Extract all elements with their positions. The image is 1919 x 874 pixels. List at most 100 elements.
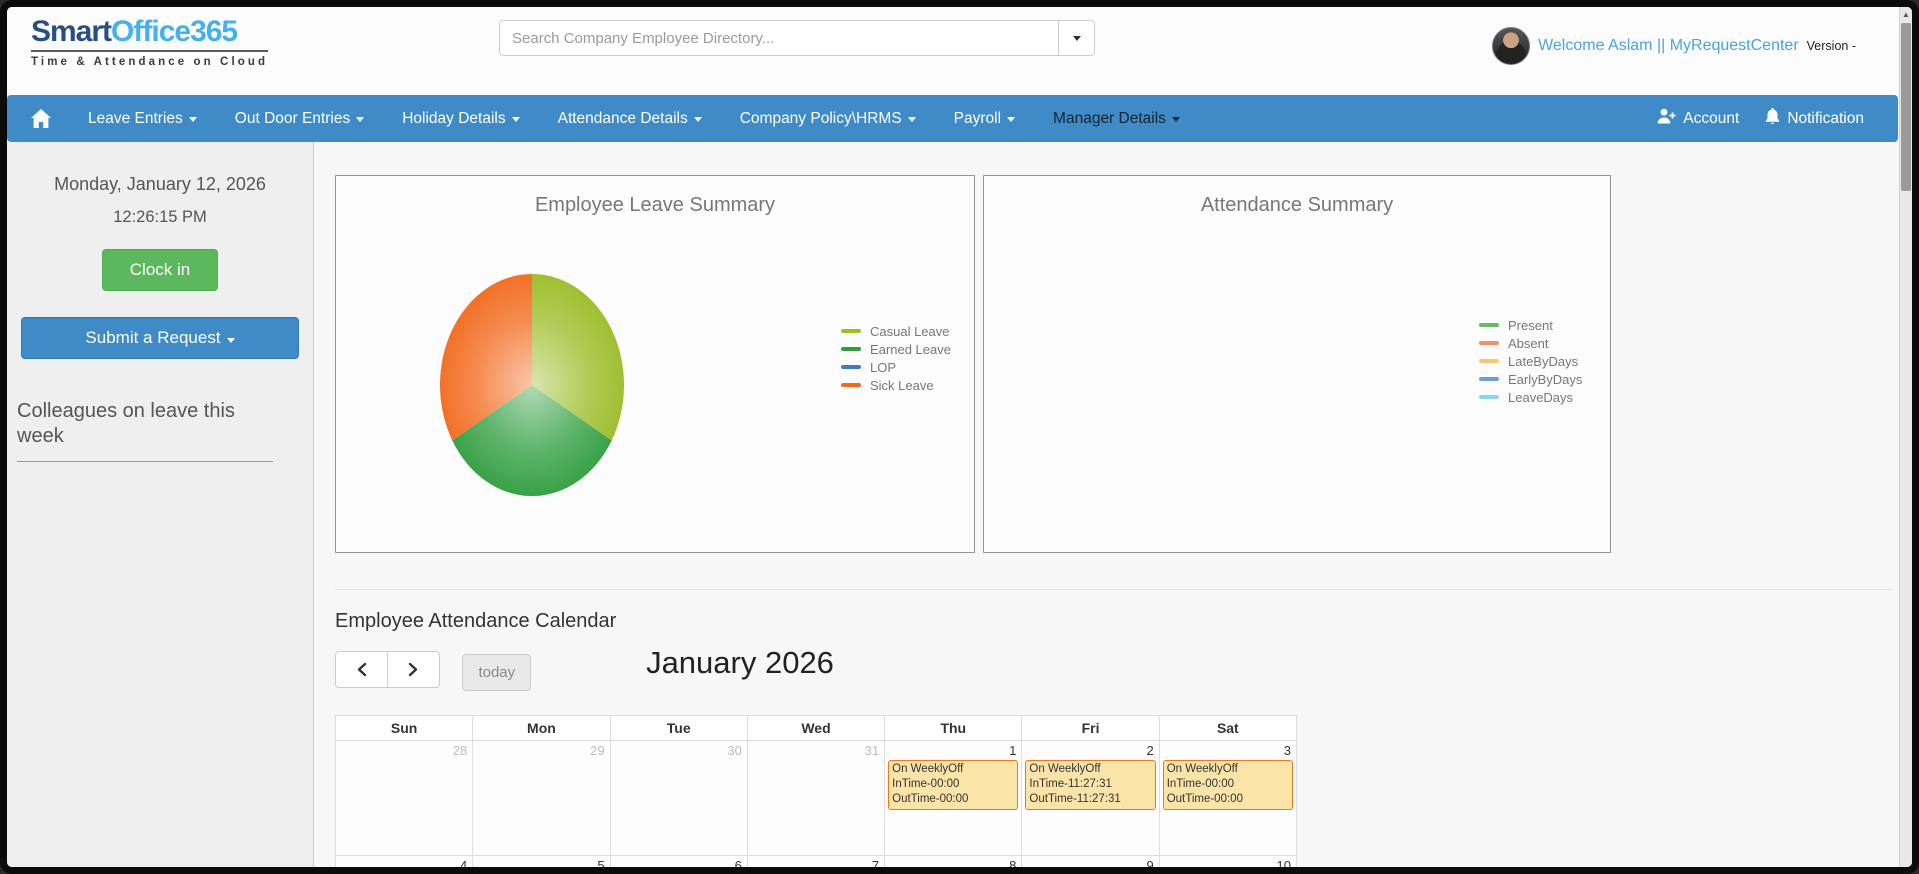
calendar-week-row: 4 5 6 7 8 9 10 [334,855,1298,873]
day-number: 5 [597,858,605,873]
nav-item-label: Attendance Details [557,109,688,127]
day-cell-4[interactable]: 4 [334,855,474,873]
nav-item-out-door-entries[interactable]: Out Door Entries [216,95,383,142]
legend-item-earlybydays[interactable]: EarlyByDays [1479,370,1582,388]
legend-swatch [1479,395,1499,399]
nav-item-label: Holiday Details [402,109,506,127]
event-line: OutTime-00:00 [892,792,969,805]
nav-item-manager-details[interactable]: Manager Details [1034,95,1199,142]
day-number: 29 [590,743,605,758]
caret-down-icon [226,338,235,343]
section-divider [335,589,1892,590]
event-line: OutTime-11:27:31 [1029,792,1121,805]
day-number: 28 [452,743,468,758]
day-number: 4 [460,858,468,873]
scrollbar-thumb[interactable] [1901,23,1911,191]
submit-request-label: Submit a Request [85,328,221,347]
attendance-event[interactable]: On WeeklyOff InTime-11:27:31 OutTime-11:27… [1025,760,1156,810]
nav-item-label: Notification [1787,109,1864,127]
caret-down-icon [907,117,916,122]
day-number: 31 [864,743,880,758]
nav-item-payroll[interactable]: Payroll [935,95,1034,142]
main-navbar: Leave Entries Out Door Entries Holiday Det… [7,95,1898,142]
sidebar: Monday, January 12, 2026 12:26:15 PM Clo… [7,142,314,867]
legend-item-present[interactable]: Present [1479,316,1582,334]
welcome-link[interactable]: Welcome Aslam || MyRequestCenter [1538,37,1799,54]
legend-item-latebydays[interactable]: LateByDays [1479,352,1582,370]
legend-swatch [841,365,861,369]
caret-down-icon [1171,117,1180,122]
day-cell-10[interactable]: 10 [1158,855,1298,873]
event-line: On WeeklyOff [1029,763,1101,775]
search-input[interactable] [499,20,1059,56]
day-number: 10 [1276,858,1291,873]
attendance-summary-legend: Present Absent LateByDays EarlyByDays LeaveD… [1479,316,1582,406]
day-cell-3[interactable]: 3 On WeeklyOff InTime-00:00 OutTime-00:00 [1158,740,1298,856]
legend-label: Casual Leave [870,323,950,339]
nav-item-holiday-details[interactable]: Holiday Details [383,95,538,142]
legend-item-earned-leave[interactable]: Earned Leave [841,340,951,358]
calendar-grid: Sun Mon Tue Wed Thu Fri Sat 28 29 30 31 1 On Weekly… [334,715,1298,873]
legend-label: Earned Leave [870,341,951,357]
nav-item-account[interactable]: Account [1657,108,1739,129]
calendar-prev-button[interactable] [335,651,388,688]
nav-item-leave-entries[interactable]: Leave Entries [69,95,216,142]
attendance-summary-title: Attendance Summary [1200,194,1394,216]
event-line: InTime-00:00 [1166,777,1235,790]
day-cell-5[interactable]: 5 [472,855,611,873]
bell-icon [1765,107,1780,130]
day-cell-1[interactable]: 1 On WeeklyOff InTime-00:00 OutTime-00:00 [884,740,1023,856]
user-avatar[interactable] [1492,27,1531,65]
logo-divider [31,50,269,52]
legend-item-leavedays[interactable]: LeaveDays [1479,388,1582,406]
legend-item-lop[interactable]: LOP [841,358,951,376]
day-cell-7[interactable]: 7 [746,855,886,867]
legend-label: LOP [870,359,897,375]
nav-item-company-policy-hrms[interactable]: Company Policy\HRMS [721,95,935,142]
leave-summary-pie-chart [440,273,624,497]
nav-item-label: Company Policy\HRMS [739,109,902,127]
legend-label: Sick Leave [870,377,934,393]
submit-request-button[interactable]: Submit a Request [21,317,299,359]
calendar-today-button[interactable]: today [462,654,532,691]
day-number: 2 [1146,743,1154,758]
app-logo[interactable]: SmartOffice365 Time & Attendance on Clou… [31,17,269,68]
caret-down-icon [1072,36,1081,41]
day-cell-28[interactable]: 28 [334,740,474,856]
colleagues-heading: Colleagues on leave this week [17,400,235,447]
pie-highlight [440,273,624,497]
day-cell-30[interactable]: 30 [609,740,748,856]
day-cell-9[interactable]: 9 [1021,855,1160,867]
event-line: InTime-11:27:31 [1029,777,1112,790]
day-cell-31[interactable]: 31 [746,740,886,856]
day-number: 8 [1009,858,1017,873]
legend-label: LateByDays [1508,353,1579,369]
scrollbar-up-arrow[interactable]: ▲ [1902,10,1910,19]
vertical-scrollbar[interactable]: ▲ [1899,7,1912,867]
caret-down-icon [511,117,520,122]
attendance-event[interactable]: On WeeklyOff InTime-00:00 OutTime-00:00 [888,760,1019,810]
day-cell-6[interactable]: 6 [609,855,748,867]
caret-down-icon [693,117,702,122]
search-dropdown-button[interactable] [1059,20,1095,56]
attendance-event[interactable]: On WeeklyOff InTime-00:00 OutTime-00:00 [1162,760,1293,810]
day-cell-2[interactable]: 2 On WeeklyOff InTime-11:27:31 OutTime-11:2… [1021,740,1160,856]
nav-item-notification[interactable]: Notification [1765,107,1864,130]
home-nav-item[interactable] [7,109,69,128]
clock-in-button[interactable]: Clock in [101,249,219,291]
content-area: Monday, January 12, 2026 12:26:15 PM Clo… [7,142,1912,873]
nav-item-label: Manager Details [1053,109,1166,127]
legend-swatch [1479,341,1499,345]
leave-summary-title: Employee Leave Summary [534,194,776,216]
user-box: Welcome Aslam || MyRequestCenter Version… [1492,27,1856,65]
employee-leave-summary-panel: Employee Leave Summary Casual Leave Earne… [335,175,975,553]
day-cell-8[interactable]: 8 [884,855,1023,873]
nav-item-attendance-details[interactable]: Attendance Details [539,95,721,142]
event-line: InTime-00:00 [892,777,960,790]
day-cell-29[interactable]: 29 [472,740,611,856]
calendar-next-button[interactable] [387,651,440,688]
legend-item-casual-leave[interactable]: Casual Leave [841,322,951,340]
logo-text: SmartOffice365 [31,17,268,47]
legend-item-sick-leave[interactable]: Sick Leave [841,376,951,394]
legend-item-absent[interactable]: Absent [1479,334,1582,352]
